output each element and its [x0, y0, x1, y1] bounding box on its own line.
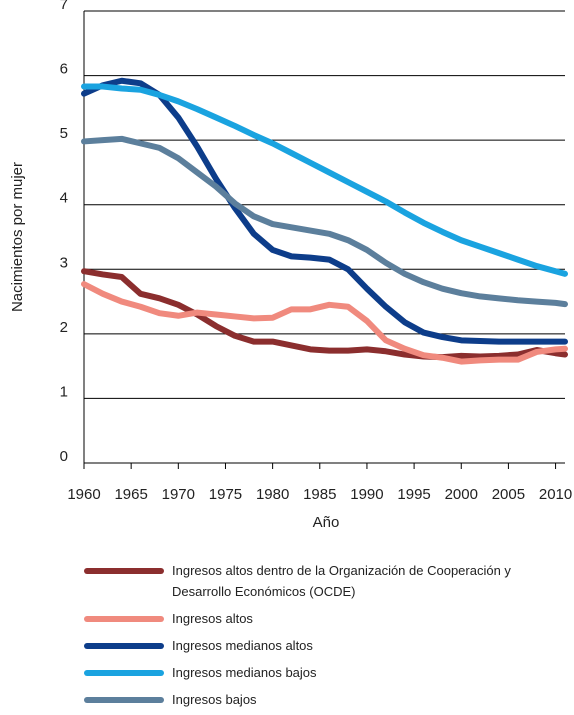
- legend-item: Ingresos altos dentro de la Organización…: [84, 560, 564, 602]
- x-tick-label: 1995: [397, 486, 430, 503]
- x-tick-label: 1965: [114, 486, 147, 503]
- legend-swatch: [84, 697, 164, 703]
- legend-label: Ingresos altos: [172, 611, 253, 626]
- x-tick-label: 1960: [67, 486, 100, 503]
- legend-item: Ingresos altos: [84, 608, 564, 629]
- series-line: [81, 77, 568, 345]
- legend-item: Ingresos bajos: [84, 689, 564, 710]
- x-tick-label: 1990: [350, 486, 383, 503]
- x-axis-label: Año: [313, 514, 340, 531]
- x-tick-label: 2005: [492, 486, 525, 503]
- legend-swatch: [84, 670, 164, 676]
- legend-swatch: [84, 616, 164, 622]
- legend-label: Ingresos altos dentro de la Organización…: [172, 563, 511, 599]
- legend-item: Ingresos medianos altos: [84, 635, 564, 656]
- y-tick-label: 5: [60, 125, 68, 142]
- y-tick-label: 7: [60, 0, 68, 13]
- legend-label: Ingresos bajos: [172, 692, 257, 707]
- legend-label: Ingresos medianos bajos: [172, 665, 317, 680]
- y-tick-label: 1: [60, 383, 68, 400]
- y-axis-label: Nacimientos por mujer: [9, 162, 26, 312]
- y-tick-label: 4: [60, 190, 68, 207]
- x-tick-label: 1970: [162, 486, 195, 503]
- y-tick-label: 2: [60, 319, 68, 336]
- y-tick-label: 3: [60, 254, 68, 271]
- series-line: [81, 83, 568, 277]
- series-line: [81, 135, 568, 308]
- series-line: [81, 281, 568, 365]
- x-tick-label: 1975: [209, 486, 242, 503]
- x-tick-label: 1985: [303, 486, 336, 503]
- x-tick-label: 1980: [256, 486, 289, 503]
- legend-swatch: [84, 568, 164, 574]
- chart: Nacimientos por mujer Año 0 1 2 3 4 5 6 7 1960 19…: [9, 0, 572, 531]
- legend-swatch: [84, 643, 164, 649]
- x-tick-label: 2010: [539, 486, 572, 503]
- legend-item: Ingresos medianos bajos: [84, 662, 564, 683]
- y-tick-label: 6: [60, 61, 68, 78]
- series-line: [81, 268, 568, 361]
- legend: Ingresos altos dentro de la Organización…: [84, 560, 564, 715]
- x-tick-label: 2000: [445, 486, 478, 503]
- y-tick-label: 0: [60, 448, 68, 465]
- legend-label: Ingresos medianos altos: [172, 638, 313, 653]
